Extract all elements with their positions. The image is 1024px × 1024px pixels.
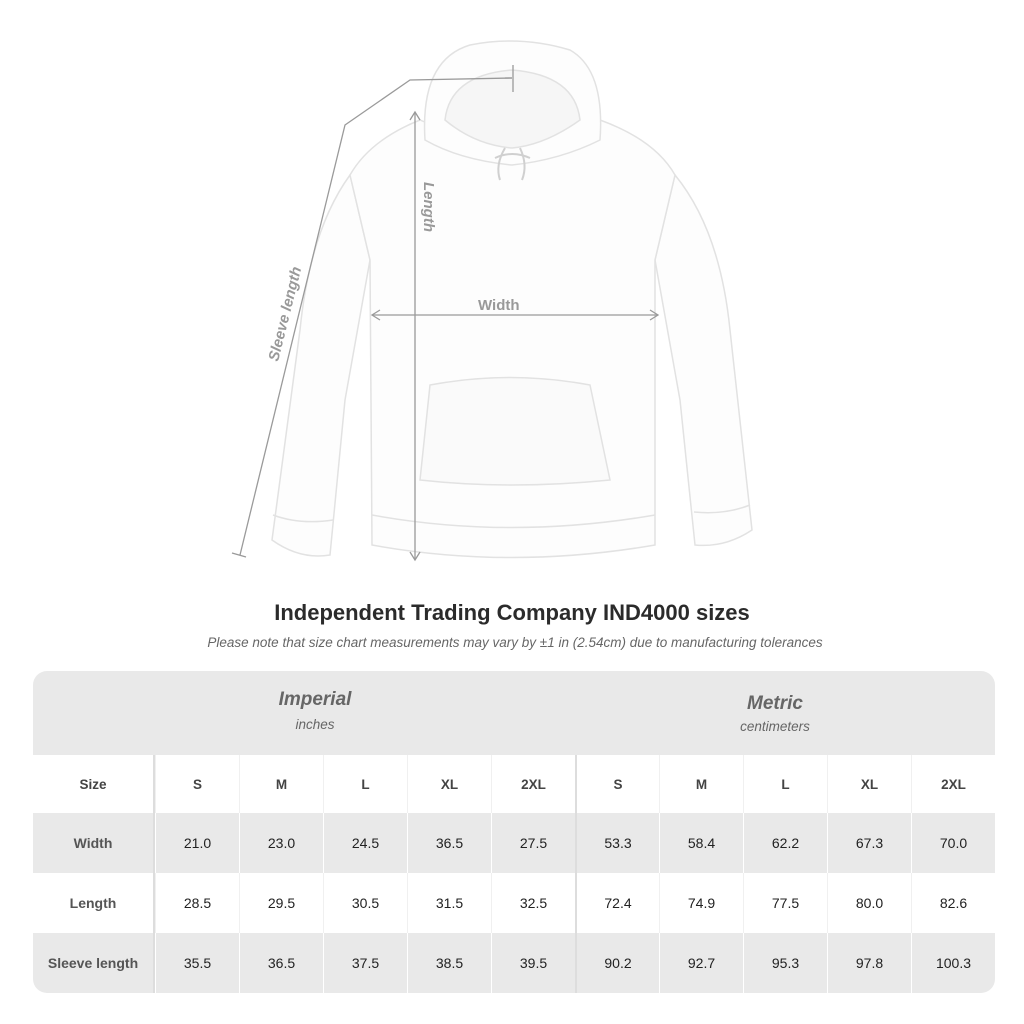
- table-header: Imperial inches Metric centimeters: [33, 671, 995, 755]
- size-header: S: [155, 755, 239, 813]
- row-label: Size: [33, 755, 155, 813]
- size-header: 2XL: [911, 755, 995, 813]
- size-header: M: [659, 755, 743, 813]
- size-header: L: [323, 755, 407, 813]
- table-cell: 23.0: [239, 813, 323, 873]
- table-cell: 82.6: [911, 873, 995, 933]
- metric-group: Metric centimeters: [575, 693, 975, 734]
- size-header: M: [239, 755, 323, 813]
- table-cell: 72.4: [575, 873, 659, 933]
- table-cell: 100.3: [911, 933, 995, 993]
- table-cell: 53.3: [575, 813, 659, 873]
- length-label: Length: [420, 182, 437, 232]
- row-label: Width: [33, 813, 155, 873]
- table-cell: 24.5: [323, 813, 407, 873]
- table-cell: 36.5: [407, 813, 491, 873]
- table-cell: 31.5: [407, 873, 491, 933]
- size-header: S: [575, 755, 659, 813]
- table-cell: 37.5: [323, 933, 407, 993]
- table-cell: 27.5: [491, 813, 575, 873]
- group-name: Imperial: [278, 689, 352, 710]
- measure-lines: [231, 65, 660, 562]
- imperial-group: Imperial inches: [155, 689, 475, 732]
- table-cell: 36.5: [239, 933, 323, 993]
- table-cell: 58.4: [659, 813, 743, 873]
- size-header: XL: [827, 755, 911, 813]
- table-cell: 62.2: [743, 813, 827, 873]
- size-header: L: [743, 755, 827, 813]
- table-cell: 70.0: [911, 813, 995, 873]
- group-name: Metric: [747, 693, 803, 714]
- table-cell: 21.0: [155, 813, 239, 873]
- table-cell: 32.5: [491, 873, 575, 933]
- tolerance-note: Please note that size chart measurements…: [207, 635, 823, 650]
- page-title: Independent Trading Company IND4000 size…: [274, 600, 750, 625]
- table-cell: 80.0: [827, 873, 911, 933]
- row-label: Sleeve length: [33, 933, 155, 993]
- table-cell: 29.5: [239, 873, 323, 933]
- table-cell: 38.5: [407, 933, 491, 993]
- size-row: Size S M L XL 2XL S M L XL 2XL: [33, 755, 995, 813]
- table-cell: 67.3: [827, 813, 911, 873]
- table-cell: 28.5: [155, 873, 239, 933]
- table-row: Length 28.5 29.5 30.5 31.5 32.5 72.4 74.9 77.5 80…: [33, 873, 995, 933]
- group-unit: inches: [295, 717, 335, 732]
- width-label: Width: [478, 297, 520, 314]
- hoodie-illustration: Sleeve length Length Width: [231, 40, 753, 562]
- table-cell: 39.5: [491, 933, 575, 993]
- table-cell: 74.9: [659, 873, 743, 933]
- group-unit: centimeters: [740, 719, 810, 734]
- table-cell: 95.3: [743, 933, 827, 993]
- table-cell: 97.8: [827, 933, 911, 993]
- size-table: Imperial inches Metric centimeters Size …: [33, 671, 995, 993]
- table-cell: 30.5: [323, 873, 407, 933]
- size-header: XL: [407, 755, 491, 813]
- table-row: Width 21.0 23.0 24.5 36.5 27.5 53.3 58.4 62.2 67.…: [33, 813, 995, 873]
- table-cell: 77.5: [743, 873, 827, 933]
- table-cell: 35.5: [155, 933, 239, 993]
- table-cell: 90.2: [575, 933, 659, 993]
- table-row: Sleeve length 35.5 36.5 37.5 38.5 39.5 90.2 92.…: [33, 933, 995, 993]
- row-label: Length: [33, 873, 155, 933]
- size-header: 2XL: [491, 755, 575, 813]
- table-cell: 92.7: [659, 933, 743, 993]
